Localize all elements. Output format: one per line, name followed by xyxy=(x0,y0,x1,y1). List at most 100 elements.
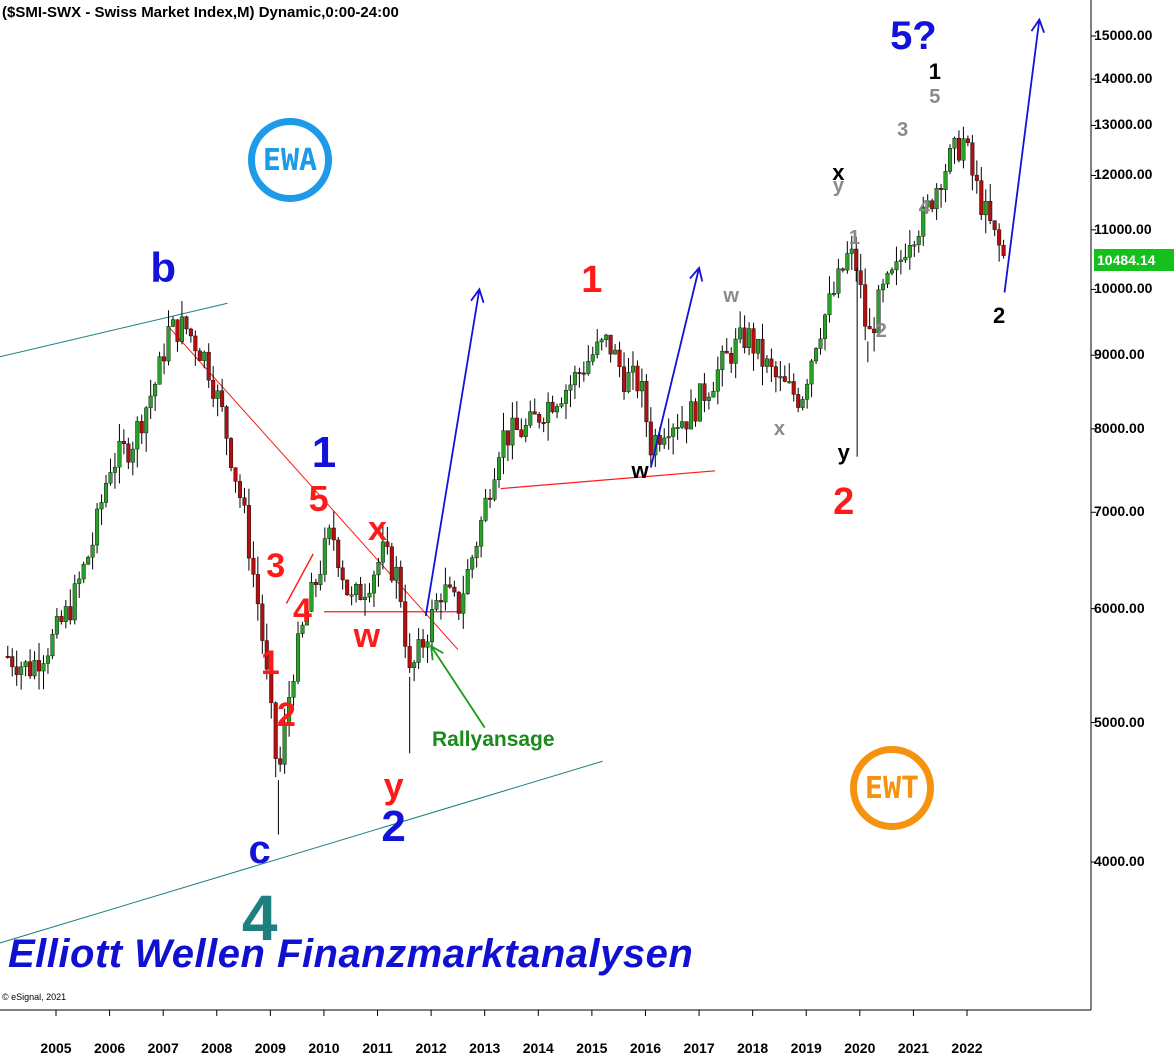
candle-body xyxy=(81,563,86,580)
candle-body xyxy=(854,248,859,271)
candle-body xyxy=(184,316,189,330)
candle-body xyxy=(242,497,247,506)
candle-body xyxy=(246,505,251,559)
candle-body xyxy=(135,421,140,450)
x-tick-label: 2006 xyxy=(94,1040,126,1056)
projection-arrow-2022 xyxy=(1003,19,1041,293)
candle-body xyxy=(943,171,948,190)
candle-body xyxy=(720,350,725,370)
candle-body xyxy=(403,601,408,647)
candle-body xyxy=(23,661,28,668)
candle-body xyxy=(764,358,769,367)
candle-body xyxy=(840,268,845,271)
candle-body xyxy=(599,339,604,343)
rising-support-line xyxy=(500,470,716,490)
candle-body xyxy=(523,425,528,437)
current-price-tag: 10484.14 xyxy=(1094,249,1174,271)
candle-body xyxy=(434,600,439,610)
candle-body xyxy=(537,414,542,423)
candle-body xyxy=(796,394,801,408)
candle-body xyxy=(479,520,484,547)
candle-body xyxy=(90,544,95,558)
candle-body xyxy=(461,593,466,614)
wave-label: 2 xyxy=(875,320,887,343)
candle-body xyxy=(45,655,50,664)
candle-body xyxy=(488,497,493,500)
rallyansage-arrow-head xyxy=(430,644,444,661)
upper-channel-line xyxy=(0,302,228,358)
candle-body xyxy=(287,697,292,724)
x-tick-label: 2014 xyxy=(522,1040,554,1056)
candle-body xyxy=(635,365,640,392)
candle-body xyxy=(19,666,24,675)
axis-ticks xyxy=(55,35,1096,1016)
candle-body xyxy=(153,384,158,397)
x-tick-label: 2013 xyxy=(469,1040,501,1056)
candle-body xyxy=(157,356,162,385)
wave-label: 4 xyxy=(293,591,312,630)
x-tick-label: 2019 xyxy=(790,1040,822,1056)
candle-body xyxy=(706,396,711,401)
wave-label: 1 xyxy=(260,643,280,682)
candle-body xyxy=(586,361,591,374)
wave-label: 1 xyxy=(848,227,861,250)
candle-body xyxy=(175,319,180,342)
candle-body xyxy=(202,351,207,361)
candle-body xyxy=(916,236,921,245)
wave-label: b xyxy=(150,243,176,291)
candle-body xyxy=(407,646,412,668)
candle-body xyxy=(693,401,698,422)
wave-label: x xyxy=(773,417,785,440)
candle-body xyxy=(872,328,877,334)
candle-body xyxy=(559,403,564,407)
wave-label: 5 xyxy=(929,86,941,109)
candle-body xyxy=(278,758,283,765)
candle-body xyxy=(112,466,117,473)
candle-body xyxy=(939,188,944,190)
candle-body xyxy=(139,421,144,434)
wave-label: 5 xyxy=(308,478,329,520)
candle-body xyxy=(858,270,863,285)
wave-label: x xyxy=(832,159,845,185)
candle-body xyxy=(822,314,827,340)
candle-body xyxy=(126,443,131,463)
candle-body xyxy=(117,441,122,468)
candle-body xyxy=(680,421,685,428)
candle-body xyxy=(845,253,850,271)
candle-body xyxy=(595,341,600,355)
candle-body xyxy=(50,634,55,657)
wave-label: c xyxy=(248,827,271,872)
candle-body xyxy=(104,482,109,503)
candle-body xyxy=(331,527,336,541)
wave-label: y xyxy=(383,764,404,806)
candle-body xyxy=(778,376,783,379)
candle-body xyxy=(934,188,939,210)
candle-body xyxy=(630,365,635,373)
candle-body xyxy=(345,579,350,596)
candle-body xyxy=(689,401,694,430)
projection-arrows xyxy=(424,17,1045,729)
candle-body xyxy=(831,293,836,295)
candle-body xyxy=(671,427,676,437)
candle-body xyxy=(363,596,368,600)
candle-body xyxy=(697,383,702,422)
candle-body xyxy=(836,268,841,294)
candle-body xyxy=(421,639,426,648)
x-tick-label: 2017 xyxy=(683,1040,715,1056)
x-tick-label: 2011 xyxy=(362,1040,393,1056)
wave-label: 3 xyxy=(266,547,286,586)
candle-body xyxy=(318,574,323,585)
ewa-logo-badge: EWA xyxy=(248,118,332,202)
candle-body xyxy=(398,566,403,602)
candle-body xyxy=(648,421,653,456)
candle-body xyxy=(416,639,421,663)
candle-body xyxy=(577,372,582,375)
candle-body xyxy=(581,372,586,375)
x-tick-label: 2020 xyxy=(844,1040,876,1056)
ewa-logo-text: EWA xyxy=(262,142,318,178)
candle-body xyxy=(814,348,819,362)
candle-body xyxy=(349,594,354,597)
candle-body xyxy=(572,372,577,386)
candle-body xyxy=(300,624,305,634)
candle-body xyxy=(952,137,957,149)
